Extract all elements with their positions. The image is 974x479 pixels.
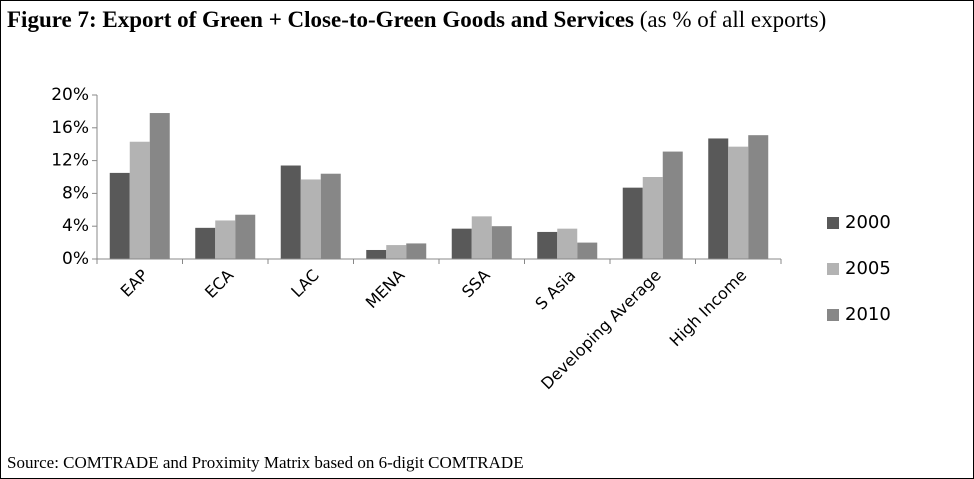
legend-swatch <box>827 217 839 229</box>
x-tick-label: MENA <box>362 266 409 313</box>
bar <box>537 231 558 259</box>
bar <box>129 141 150 259</box>
legend-swatch <box>827 309 839 321</box>
y-tick-label: 4% <box>62 216 89 236</box>
legend-swatch <box>827 263 839 275</box>
bar <box>662 151 683 259</box>
x-tick-label: SSA <box>458 266 494 302</box>
bar <box>622 187 643 259</box>
bar <box>557 228 578 259</box>
bar <box>451 228 472 259</box>
y-tick-label: 20% <box>51 85 89 105</box>
y-tick-label: 16% <box>51 118 89 138</box>
x-tick-label: High Income <box>666 266 751 351</box>
bar <box>708 138 729 259</box>
y-tick-label: 8% <box>62 183 89 203</box>
bar <box>386 245 407 259</box>
x-tick-label: S Asia <box>531 266 579 314</box>
bar <box>195 227 216 259</box>
legend-label: 2005 <box>845 258 891 279</box>
bar <box>642 177 663 259</box>
x-tick-label: LAC <box>287 266 322 301</box>
bar <box>215 220 236 259</box>
bar <box>471 216 492 259</box>
figure-title: Figure 7: Export of Green + Close-to-Gre… <box>7 5 967 34</box>
legend-label: 2010 <box>845 304 891 325</box>
subtitle: (as % of all exports) <box>639 7 827 32</box>
bar <box>235 214 256 259</box>
bar <box>280 165 301 259</box>
bar <box>748 135 769 259</box>
y-tick-label: 0% <box>62 249 89 269</box>
bar <box>728 146 749 259</box>
source-note: Source: COMTRADE and Proximity Matrix ba… <box>7 453 524 472</box>
bar <box>491 226 512 259</box>
legend-label: 2000 <box>845 212 891 233</box>
bar <box>109 172 130 259</box>
bar <box>366 249 387 259</box>
title: Figure 7: Export of Green + Close-to-Gre… <box>7 7 635 32</box>
bar <box>320 173 341 259</box>
x-tick-label: ECA <box>201 266 237 302</box>
bar <box>149 113 170 259</box>
bar <box>406 243 427 259</box>
y-tick-label: 12% <box>51 151 89 171</box>
x-tick-label: EAP <box>117 265 152 300</box>
bar <box>577 242 598 259</box>
bar <box>300 179 321 259</box>
